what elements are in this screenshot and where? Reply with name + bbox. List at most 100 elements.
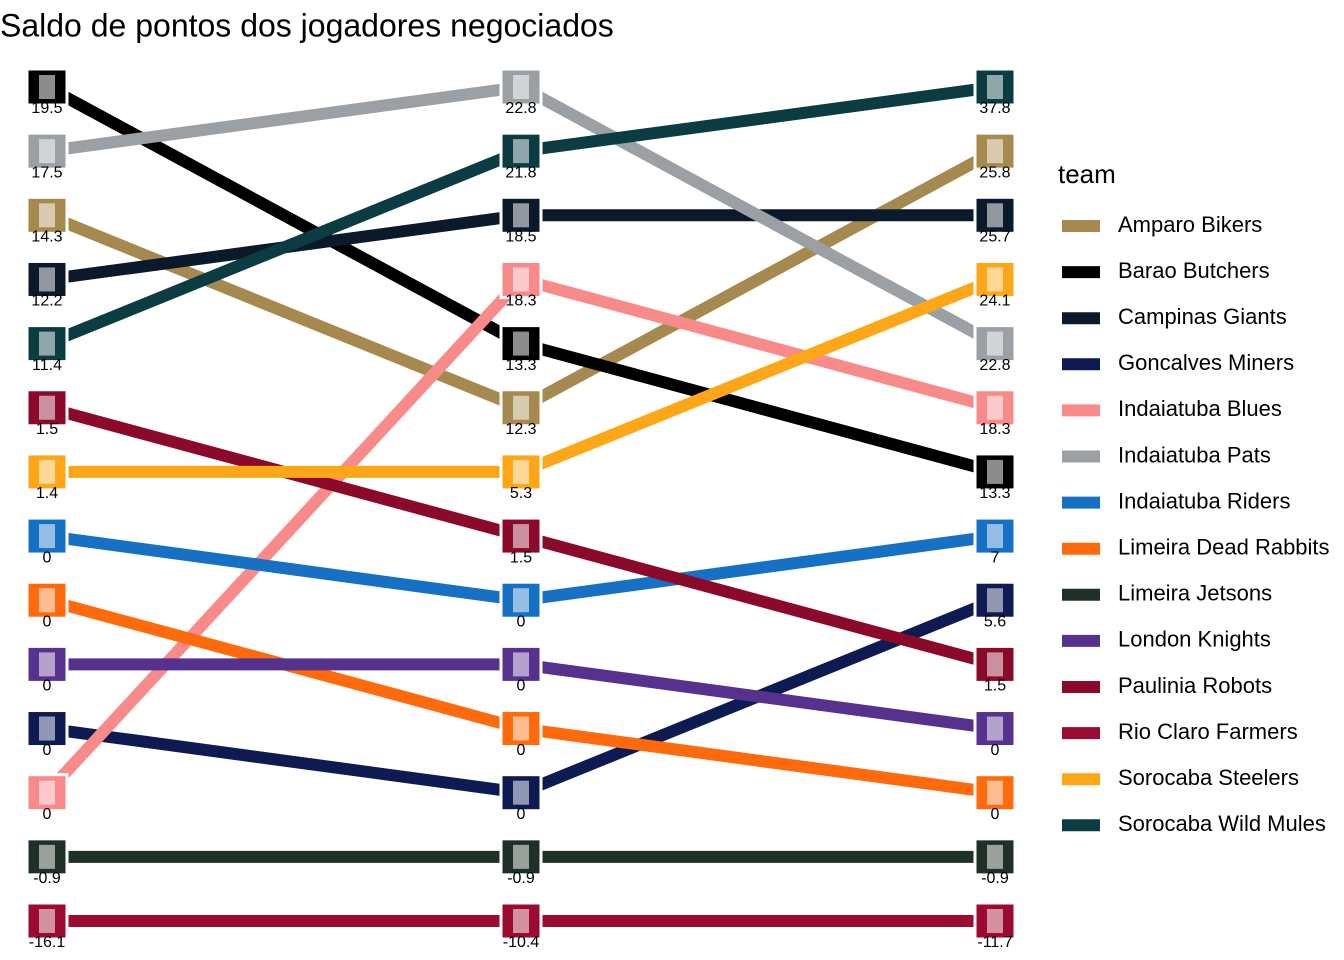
logo-detail: [39, 588, 55, 613]
value-label: 18.5: [505, 229, 536, 246]
value-label: 0: [517, 742, 526, 759]
logo-detail: [513, 395, 529, 420]
legend-label: Indaiatuba Riders: [1118, 488, 1290, 513]
value-label: -0.9: [507, 870, 535, 887]
value-label: 19.5: [31, 100, 62, 117]
value-label: -0.9: [33, 870, 61, 887]
logo-detail: [513, 909, 529, 933]
value-label: 13.3: [505, 357, 536, 374]
value-label: 0: [517, 678, 526, 695]
value-label: 0: [43, 742, 52, 759]
value-label: 5.3: [510, 485, 532, 502]
value-label: 21.8: [505, 164, 536, 181]
legend-label: Sorocaba Wild Mules: [1118, 811, 1326, 836]
logo-detail: [513, 780, 529, 805]
value-label: 0: [43, 549, 52, 566]
chart-title: Saldo de pontos dos jogadores negociados: [0, 7, 614, 43]
value-label: 7: [991, 549, 1000, 566]
value-label: 13.3: [979, 485, 1010, 502]
legend-title: team: [1058, 159, 1116, 189]
value-label: -10.4: [503, 934, 540, 951]
logo-detail: [513, 331, 529, 356]
value-label: 12.3: [505, 421, 536, 438]
legend-label: Indaiatuba Blues: [1118, 396, 1282, 421]
logo-detail: [39, 267, 55, 292]
logo-detail: [513, 588, 529, 613]
logo-detail: [987, 331, 1003, 356]
logo-detail: [39, 203, 55, 228]
logo-detail: [513, 459, 529, 484]
logo-detail: [987, 203, 1003, 228]
legend-label: London Knights: [1118, 627, 1271, 652]
logo-detail: [513, 524, 529, 549]
legend-label: Barao Butchers: [1118, 258, 1270, 283]
legend-label: Rio Claro Farmers: [1118, 719, 1298, 744]
value-label: 24.1: [979, 293, 1010, 310]
logo-detail: [987, 844, 1003, 869]
team-logo: [499, 131, 543, 171]
value-label: 22.8: [505, 100, 536, 117]
logo-detail: [513, 844, 529, 869]
logo-detail: [987, 780, 1003, 805]
value-label: 5.6: [984, 613, 1006, 630]
value-label: 22.8: [979, 357, 1010, 374]
value-label: 11.4: [32, 357, 62, 374]
legend-label: Sorocaba Steelers: [1118, 765, 1299, 790]
value-label: 0: [517, 806, 526, 823]
logo-detail: [39, 75, 55, 99]
value-label: 1.5: [984, 678, 1006, 695]
value-label: 1.5: [510, 549, 532, 566]
legend-label: Campinas Giants: [1118, 304, 1287, 329]
logo-detail: [513, 267, 529, 292]
logo-detail: [39, 652, 55, 677]
legend-label: Goncalves Miners: [1118, 350, 1294, 375]
value-label: 0: [43, 678, 52, 695]
legend-label: Limeira Jetsons: [1118, 581, 1272, 606]
legend-label: Limeira Dead Rabbits: [1118, 535, 1330, 560]
value-label: 14.3: [31, 229, 62, 246]
legend-label: Amparo Bikers: [1118, 212, 1262, 237]
logo-detail: [987, 524, 1003, 549]
legend-label: Paulinia Robots: [1118, 673, 1272, 698]
value-label: 12.2: [31, 293, 62, 310]
value-label: 18.3: [979, 421, 1010, 438]
value-label: -0.9: [981, 870, 1009, 887]
team-logo: [25, 773, 69, 813]
logo-detail: [987, 652, 1003, 677]
logo-detail: [987, 588, 1003, 613]
value-label: 18.3: [505, 293, 536, 310]
value-label: 25.7: [979, 229, 1010, 246]
value-label: 37.8: [979, 100, 1010, 117]
value-label: 0: [43, 613, 52, 630]
logo-detail: [987, 716, 1003, 741]
value-label: 0: [43, 806, 52, 823]
logo-detail: [987, 139, 1003, 164]
logo-detail: [39, 139, 55, 164]
logo-detail: [987, 909, 1003, 933]
value-label: 0: [991, 742, 1000, 759]
logo-detail: [513, 203, 529, 228]
logo-detail: [39, 395, 55, 420]
logo-detail: [987, 459, 1003, 484]
legend-label: Indaiatuba Pats: [1118, 442, 1271, 467]
logo-detail: [987, 395, 1003, 420]
logo-detail: [39, 459, 55, 484]
value-label: 25.8: [979, 164, 1010, 181]
logo-detail: [39, 331, 55, 356]
value-label: 1.5: [36, 421, 58, 438]
value-label: 0: [517, 613, 526, 630]
value-label: 17.5: [31, 164, 62, 181]
logo-detail: [39, 844, 55, 869]
logo-detail: [513, 75, 529, 99]
logo-detail: [39, 524, 55, 549]
logo-detail: [39, 780, 55, 805]
logo-detail: [513, 716, 529, 741]
logo-detail: [39, 716, 55, 741]
logo-detail: [513, 652, 529, 677]
logo-detail: [513, 139, 529, 164]
value-label: 1.4: [36, 485, 58, 502]
value-label: -11.7: [977, 934, 1012, 951]
value-label: -16.1: [29, 934, 66, 951]
logo-detail: [987, 75, 1003, 99]
